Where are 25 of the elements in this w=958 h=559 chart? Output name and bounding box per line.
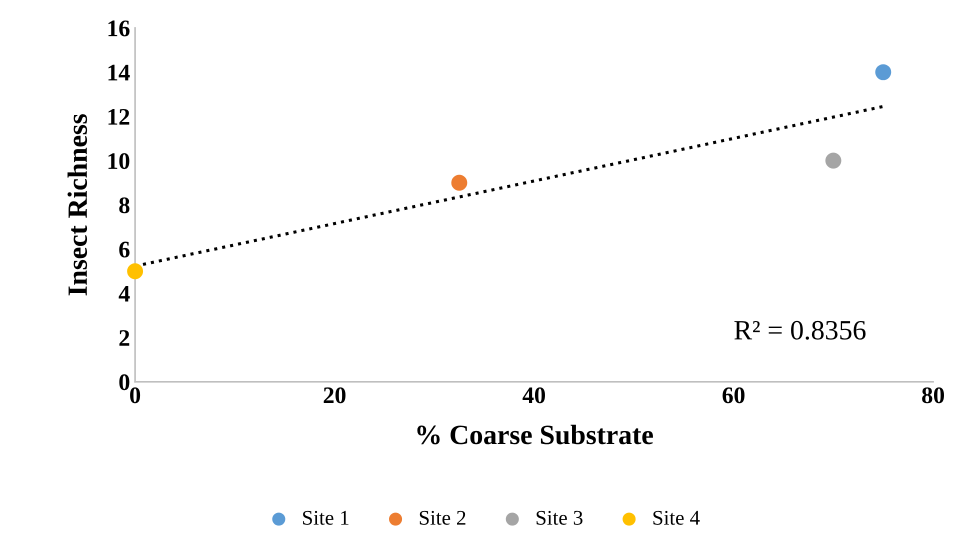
y-tick-label: 16 <box>108 20 130 36</box>
legend-label: Site 2 <box>420 510 466 525</box>
point <box>875 64 892 80</box>
x-axis-title: % Coarse Substrate <box>417 424 653 444</box>
y-tick-label: 4 <box>118 286 130 302</box>
x-tick-label: 80 <box>922 387 944 404</box>
x-tick-label: 20 <box>324 387 346 404</box>
point <box>127 263 144 280</box>
y-tick-label: 0 <box>119 374 130 390</box>
x-tick-label: 40 <box>522 387 545 404</box>
y-tick-label: 2 <box>119 330 130 346</box>
y-axis-title: Insect Richness <box>68 114 88 296</box>
y-tick-label: 6 <box>119 242 130 258</box>
x-tick-label: 60 <box>722 387 744 404</box>
y-tick-label: 10 <box>108 153 130 170</box>
legend-label: Site 4 <box>653 510 700 525</box>
point <box>451 174 468 191</box>
y-tick-label: 14 <box>108 64 130 80</box>
y-tick-label: 12 <box>108 108 130 125</box>
legend-label: Site 1 <box>303 510 348 525</box>
y-tick-label: 8 <box>119 197 130 214</box>
annotation: R² = 0.8356 <box>734 320 866 340</box>
legend-label: Site 3 <box>536 510 582 525</box>
point <box>825 152 842 169</box>
x-tick-label: 0 <box>130 387 140 404</box>
